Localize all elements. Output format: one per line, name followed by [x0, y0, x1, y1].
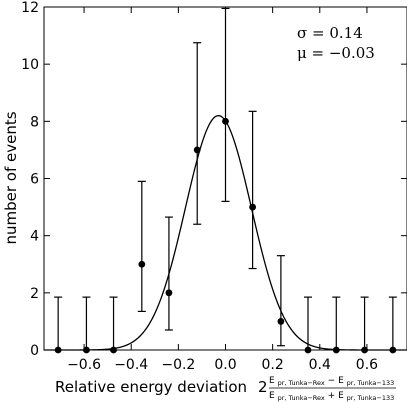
y-tick-label: 2: [30, 286, 39, 302]
data-point: [360, 296, 369, 354]
axis-ticks: [44, 6, 407, 351]
y-tick-label: 0: [30, 343, 39, 359]
data-point: [193, 42, 202, 225]
x-tick-label: −0.6: [67, 357, 101, 373]
denominator-a-sub: pr, Tunka−Rex: [278, 394, 325, 402]
denominator-b-sub: pr, Tunka−133: [347, 394, 395, 402]
x-tick-label: 0.2: [262, 357, 284, 373]
data-point: [82, 296, 91, 354]
data-marker: [110, 346, 117, 354]
data-marker: [54, 346, 62, 354]
denominator-a: E: [269, 391, 275, 401]
numerator-b: E: [338, 376, 344, 386]
x-tick-label: −0.2: [161, 357, 195, 373]
y-axis-title: number of events: [2, 111, 20, 244]
data-marker: [138, 260, 146, 268]
data-point: [332, 296, 341, 354]
x-tick-label: 0.0: [214, 357, 236, 373]
data-marker: [83, 346, 90, 354]
x-axis-formula-denominator: E pr, Tunka−Rex + E pr, Tunka−133: [269, 391, 394, 403]
numerator-a: E: [269, 376, 275, 386]
x-tick-label: 0.4: [309, 357, 331, 373]
y-tick-label: 4: [30, 229, 39, 245]
data-point: [137, 180, 146, 313]
x-axis-formula: 2 E pr, Tunka−Rex − E pr, Tunka−133 E pr…: [258, 376, 396, 403]
numerator-b-sub: pr, Tunka−133: [347, 379, 395, 387]
x-axis-title: Relative energy deviation: [55, 378, 247, 396]
sigma-annotation: σ = 0.14: [297, 24, 363, 42]
data-points: [54, 7, 397, 354]
data-marker: [165, 289, 173, 297]
denominator-b: E: [338, 391, 344, 401]
y-tick-labels: 0 2 4 6 8 10 12: [21, 0, 39, 359]
data-point: [276, 255, 285, 347]
data-point: [248, 110, 257, 270]
mu-annotation: μ = −0.03: [297, 44, 375, 62]
y-tick-label: 10: [21, 57, 39, 73]
x-tick-label: −0.4: [114, 357, 148, 373]
x-axis-formula-numerator: E pr, Tunka−Rex − E pr, Tunka−133: [269, 376, 394, 388]
y-tick-label: 8: [30, 114, 39, 130]
data-marker: [222, 117, 229, 125]
numerator-a-sub: pr, Tunka−Rex: [278, 379, 325, 387]
data-point: [388, 296, 397, 354]
data-point: [54, 296, 63, 354]
numerator-op: −: [328, 376, 336, 386]
x-tick-labels: −0.6 −0.4 −0.2 0.0 0.2 0.4 0.6: [67, 357, 378, 373]
data-point: [221, 7, 230, 202]
data-marker: [332, 346, 340, 354]
data-marker: [193, 146, 201, 154]
data-marker: [304, 346, 312, 354]
data-point: [109, 296, 118, 354]
denominator-op: +: [328, 391, 336, 401]
data-marker: [249, 203, 257, 211]
data-marker: [361, 346, 368, 354]
y-tick-label: 12: [21, 0, 39, 16]
data-point: [304, 296, 312, 354]
y-tick-label: 6: [30, 172, 39, 188]
data-point: [164, 216, 173, 331]
x-axis-formula-factor: 2: [258, 378, 268, 396]
data-marker: [277, 318, 285, 325]
x-tick-label: 0.6: [356, 357, 378, 373]
data-marker: [389, 346, 397, 354]
